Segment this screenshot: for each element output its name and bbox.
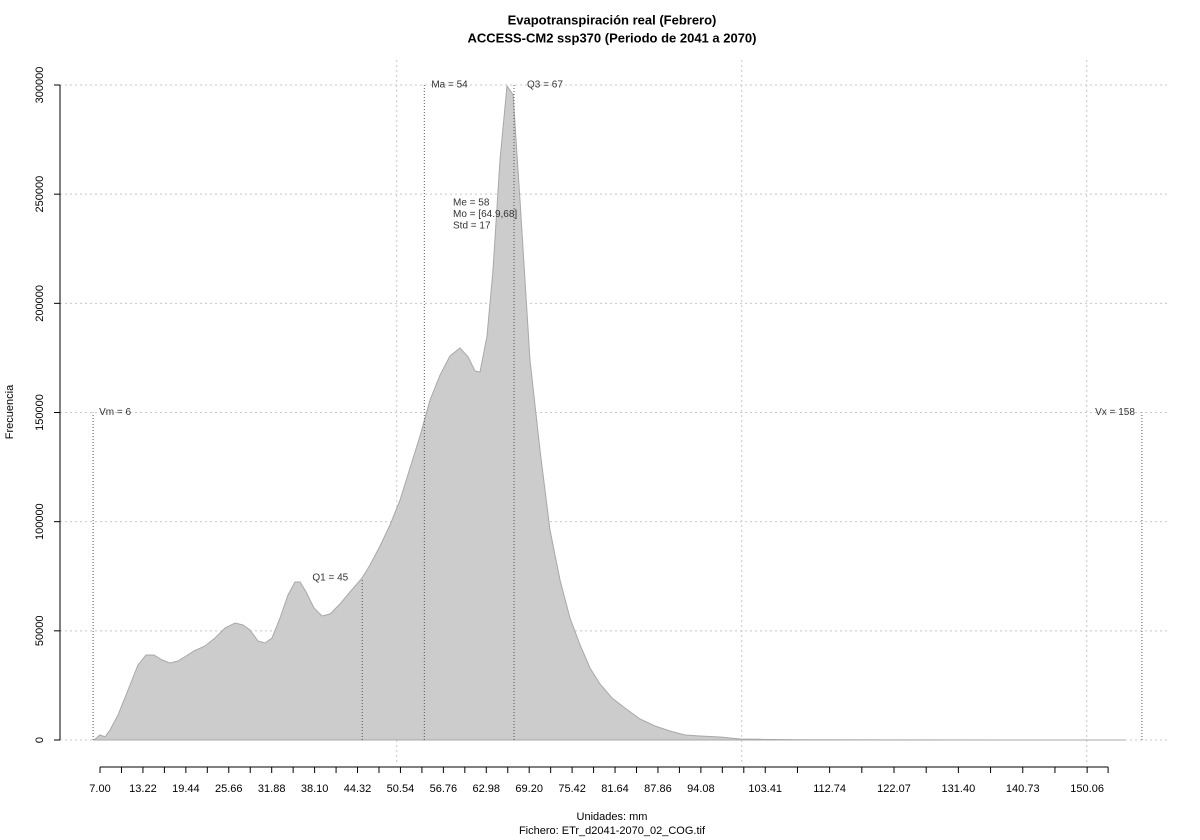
x-tick-label: 13.22 [129, 783, 157, 795]
x-tick-label: 56.76 [430, 783, 458, 795]
stat-annotation: Std = 17 [453, 221, 491, 232]
x-axis-label: Unidades: mm [577, 811, 648, 823]
x-tick-label: 150.06 [1070, 783, 1104, 795]
stat-label: Vm = 6 [99, 407, 131, 418]
chart-title: Evapotranspiración real (Febrero) [508, 12, 717, 27]
x-tick-label: 62.98 [473, 783, 501, 795]
x-tick-label: 94.08 [687, 783, 715, 795]
stat-annotation: Me = 58 [453, 198, 490, 209]
stat-annotation: Mo = [64.9,68] [453, 209, 517, 220]
x-tick-label: 50.54 [387, 783, 415, 795]
x-tick-label: 140.73 [1006, 783, 1040, 795]
x-tick-label: 7.00 [89, 783, 110, 795]
x-tick-label: 44.32 [344, 783, 372, 795]
y-tick-label: 50000 [34, 616, 46, 647]
x-tick-label: 87.86 [644, 783, 672, 795]
stat-label: Vx = 158 [1095, 407, 1135, 418]
y-tick-label: 250000 [34, 176, 46, 213]
y-tick-label: 150000 [34, 394, 46, 431]
x-tick-label: 81.64 [601, 783, 629, 795]
x-tick-label: 19.44 [172, 783, 200, 795]
x-tick-label: 25.66 [215, 783, 243, 795]
y-tick-label: 300000 [34, 67, 46, 104]
x-tick-label: 75.42 [558, 783, 586, 795]
y-tick-label: 100000 [34, 503, 46, 540]
x-tick-label: 131.40 [942, 783, 976, 795]
stat-label: Q3 = 67 [527, 80, 563, 91]
y-tick-label: 200000 [34, 285, 46, 322]
density-area [92, 84, 1126, 741]
y-axis-label: Frecuencia [4, 384, 16, 439]
x-tick-label: 31.88 [258, 783, 286, 795]
chart-subtitle: ACCESS-CM2 ssp370 (Periodo de 2041 a 207… [467, 30, 756, 45]
caption: Fichero: ETr_d2041-2070_02_COG.tif [519, 825, 706, 837]
x-tick-label: 122.07 [877, 783, 911, 795]
x-tick-label: 112.74 [813, 783, 846, 795]
stat-label: Ma = 54 [431, 80, 468, 91]
stat-label: Q1 = 45 [312, 573, 348, 584]
x-tick-label: 38.10 [301, 783, 329, 795]
x-tick-label: 69.20 [515, 783, 543, 795]
x-tick-label: 103.41 [748, 783, 782, 795]
y-tick-label: 0 [34, 737, 46, 743]
